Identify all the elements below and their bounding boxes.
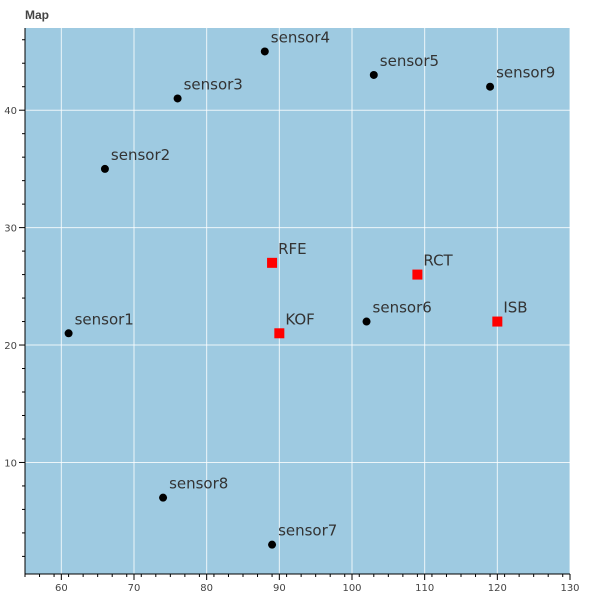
point-label: sensor6	[373, 299, 432, 317]
station-marker	[267, 257, 278, 268]
sensor-marker	[100, 164, 109, 173]
y-tick-label: 30	[4, 224, 17, 235]
point-label: sensor9	[496, 64, 555, 82]
sensor-marker	[64, 329, 73, 338]
station-marker	[274, 328, 285, 339]
x-tick-label: 60	[55, 583, 68, 594]
point-label: ISB	[503, 299, 527, 317]
x-tick-label: 80	[200, 583, 213, 594]
y-tick-label: 40	[4, 106, 17, 117]
point-label: RFE	[278, 240, 307, 258]
y-tick-label: 10	[4, 458, 17, 469]
point-label: sensor5	[380, 52, 439, 70]
point-label: sensor4	[271, 28, 330, 46]
point-label: sensor1	[75, 310, 134, 328]
y-tick-label: 20	[4, 341, 17, 352]
sensor-marker	[159, 493, 168, 502]
sensor-marker	[173, 94, 182, 103]
chart-title: Map	[25, 8, 49, 22]
sensor-marker	[362, 317, 371, 326]
sensor-marker	[369, 70, 378, 79]
x-tick-label: 120	[488, 583, 507, 594]
sensor-marker	[268, 540, 277, 549]
x-tick-label: 90	[273, 583, 286, 594]
sensor-marker	[486, 82, 495, 91]
station-marker	[412, 269, 423, 280]
x-tick-label: 70	[128, 583, 141, 594]
point-label: sensor3	[184, 75, 243, 93]
x-tick-label: 110	[415, 583, 434, 594]
point-label: RCT	[423, 252, 453, 270]
point-label: KOF	[285, 310, 314, 328]
x-tick-label: 100	[342, 583, 361, 594]
station-marker	[492, 316, 503, 327]
point-label: sensor8	[169, 475, 228, 493]
sensor-marker	[260, 47, 269, 56]
x-tick-label: 130	[560, 583, 579, 594]
point-label: sensor2	[111, 146, 170, 164]
plot-background	[25, 28, 570, 574]
point-label: sensor7	[278, 522, 337, 540]
